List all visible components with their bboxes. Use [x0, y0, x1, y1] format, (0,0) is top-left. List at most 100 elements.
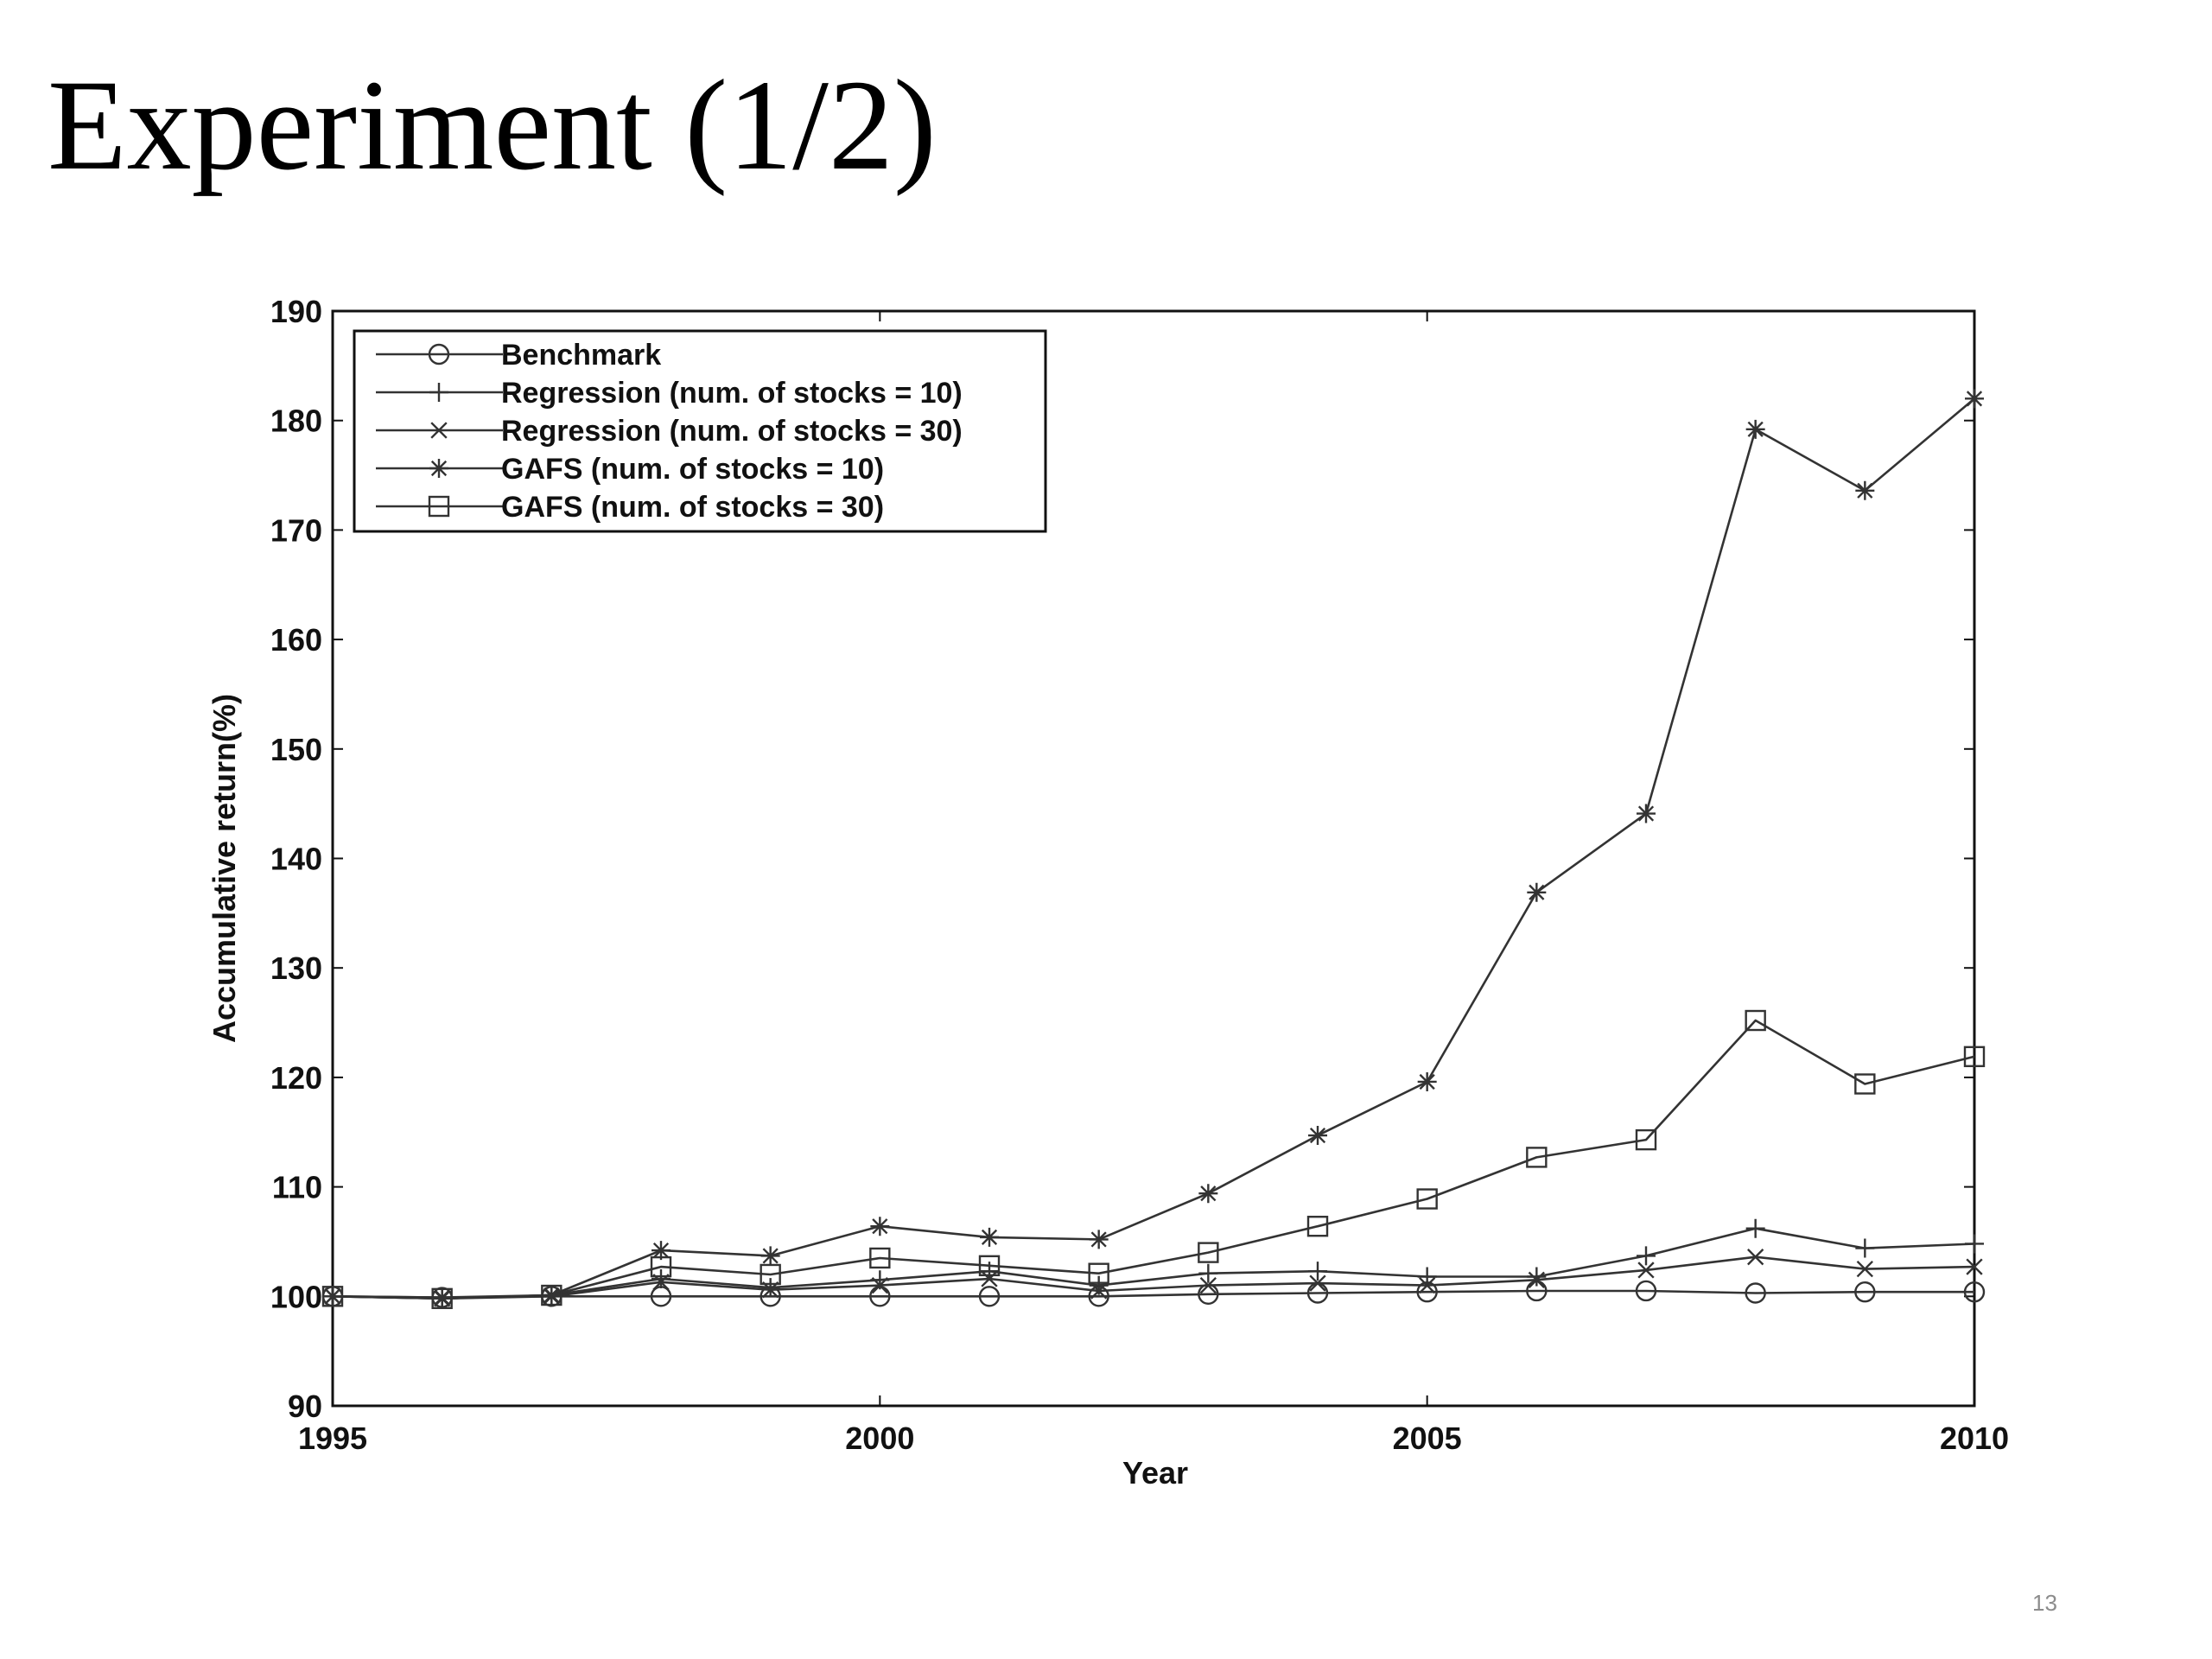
asterisk-marker — [432, 1287, 452, 1307]
y-axis-label: Accumulative return(%) — [207, 694, 242, 1043]
data-point-regression-num-of-stocks-10 — [1965, 1234, 1984, 1254]
x-axis-label: Year — [1122, 1455, 1188, 1491]
y-tick-label: 140 — [270, 842, 322, 877]
data-point-gafs-num-of-stocks-10 — [652, 1241, 671, 1261]
data-point-gafs-num-of-stocks-10 — [1308, 1126, 1327, 1146]
data-point-gafs-num-of-stocks-30 — [1088, 1262, 1109, 1284]
legend-label: GAFS (num. of stocks = 10) — [501, 453, 884, 486]
data-point-gafs-num-of-stocks-30 — [1745, 1009, 1766, 1032]
x-marker — [1419, 1276, 1436, 1294]
circle-marker — [428, 343, 450, 365]
series-markers — [321, 389, 1986, 1310]
legend-entry: Regression (num. of stocks = 10) — [376, 377, 963, 410]
square-marker — [1306, 1216, 1329, 1237]
asterisk-marker — [1089, 1230, 1109, 1249]
plus-marker — [1745, 1218, 1765, 1238]
plus-marker — [760, 1278, 780, 1298]
asterisk-marker — [1637, 804, 1656, 823]
y-tick-label: 190 — [270, 294, 322, 329]
data-point-regression-num-of-stocks-10 — [652, 1269, 671, 1289]
data-point-gafs-num-of-stocks-30 — [1963, 1046, 1986, 1068]
legend-marker — [428, 343, 450, 365]
legend-marker — [429, 459, 448, 478]
data-point-gafs-num-of-stocks-30 — [1306, 1216, 1329, 1237]
legend-label: GAFS (num. of stocks = 30) — [501, 491, 884, 524]
data-point-regression-num-of-stocks-10 — [1745, 1218, 1765, 1238]
y-tick-label: 100 — [270, 1279, 322, 1314]
data-point-benchmark — [978, 1286, 1001, 1307]
data-point-gafs-num-of-stocks-10 — [1417, 1071, 1437, 1091]
asterisk-marker — [1965, 389, 1984, 409]
legend-label: Regression (num. of stocks = 10) — [501, 377, 963, 410]
square-marker — [1745, 1009, 1766, 1032]
data-point-regression-num-of-stocks-30 — [1747, 1249, 1764, 1266]
asterisk-marker — [1308, 1126, 1327, 1146]
y-tick-label: 160 — [270, 622, 322, 658]
data-point-regression-num-of-stocks-30 — [1637, 1262, 1655, 1279]
asterisk-marker — [1417, 1071, 1437, 1091]
circle-marker — [1854, 1281, 1876, 1303]
data-point-regression-num-of-stocks-30 — [1419, 1276, 1436, 1294]
data-point-gafs-num-of-stocks-30 — [1198, 1242, 1219, 1263]
legend: Benchmark Regression (num. of stocks = 10… — [353, 329, 1047, 533]
data-point-gafs-num-of-stocks-30 — [869, 1247, 891, 1269]
square-marker — [1416, 1188, 1438, 1210]
data-point-gafs-num-of-stocks-10 — [323, 1287, 342, 1306]
square-marker — [1963, 1046, 1986, 1068]
data-point-gafs-num-of-stocks-10 — [1637, 804, 1656, 823]
data-point-gafs-num-of-stocks-10 — [1527, 882, 1547, 902]
axis-ticks: 90 100 110 120 130 140 150 160 170 180 190 1995 2000… — [270, 294, 2009, 1456]
x-marker — [981, 1270, 998, 1287]
series-line-gafs-num-of-stocks-10 — [332, 397, 1975, 1299]
data-point-regression-num-of-stocks-10 — [1637, 1246, 1656, 1266]
plus-marker — [1417, 1267, 1437, 1287]
data-point-gafs-num-of-stocks-10 — [1745, 419, 1765, 439]
plus-marker — [1965, 1234, 1984, 1254]
x-marker — [1966, 1258, 1983, 1275]
data-point-regression-num-of-stocks-30 — [871, 1276, 888, 1294]
legend-entry: GAFS (num. of stocks = 30) — [376, 491, 884, 524]
circle-marker — [1745, 1282, 1766, 1304]
x-marker — [1856, 1260, 1873, 1278]
square-marker — [1526, 1147, 1548, 1168]
data-point-gafs-num-of-stocks-30 — [1416, 1188, 1438, 1210]
data-point-gafs-num-of-stocks-10 — [1965, 389, 1984, 409]
series-line-benchmark — [332, 1289, 1974, 1299]
x-marker — [1747, 1249, 1764, 1266]
data-point-benchmark — [1854, 1281, 1876, 1303]
asterisk-marker — [1855, 480, 1875, 500]
square-marker — [431, 1287, 453, 1310]
data-point-regression-num-of-stocks-30 — [1199, 1276, 1217, 1294]
circle-marker — [1635, 1280, 1657, 1302]
y-tick-label: 150 — [270, 732, 322, 767]
square-marker — [321, 1286, 344, 1307]
data-point-regression-num-of-stocks-30 — [1966, 1258, 1983, 1275]
data-point-benchmark — [1745, 1282, 1766, 1304]
square-marker — [1088, 1262, 1109, 1284]
data-point-gafs-num-of-stocks-30 — [431, 1287, 453, 1310]
asterisk-marker — [760, 1246, 780, 1266]
series-lines — [332, 397, 1975, 1300]
slide-title: Experiment (1/2) — [48, 54, 937, 197]
data-point-regression-num-of-stocks-30 — [1090, 1282, 1108, 1300]
data-point-gafs-num-of-stocks-30 — [978, 1255, 1001, 1277]
data-point-gafs-num-of-stocks-30 — [321, 1286, 344, 1307]
square-marker — [978, 1255, 1001, 1277]
data-point-regression-num-of-stocks-30 — [1528, 1271, 1545, 1288]
data-point-regression-num-of-stocks-10 — [1417, 1267, 1437, 1287]
page-number: 13 — [2032, 1590, 2057, 1616]
square-marker — [869, 1247, 891, 1269]
data-point-regression-num-of-stocks-10 — [1198, 1263, 1218, 1283]
data-point-regression-num-of-stocks-10 — [760, 1278, 780, 1298]
data-point-regression-num-of-stocks-30 — [981, 1270, 998, 1287]
data-point-gafs-num-of-stocks-30 — [1635, 1128, 1657, 1151]
data-point-gafs-num-of-stocks-10 — [980, 1227, 999, 1247]
legend-entry: Benchmark — [376, 339, 661, 372]
asterisk-marker — [429, 459, 448, 478]
x-marker — [1528, 1271, 1545, 1288]
data-point-gafs-num-of-stocks-10 — [432, 1287, 452, 1307]
data-point-gafs-num-of-stocks-30 — [1526, 1147, 1548, 1168]
data-point-benchmark — [1635, 1280, 1657, 1302]
asterisk-marker — [1745, 419, 1765, 439]
